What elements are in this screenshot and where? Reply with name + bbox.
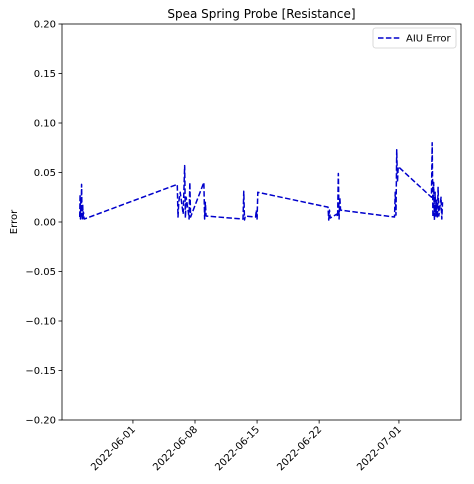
- x-tick-label: 2022-06-22: [275, 424, 324, 473]
- x-axis: 2022-06-01 2022-06-08 2022-06-15 2022-06-22…: [89, 420, 404, 473]
- y-axis-label: Error: [9, 209, 20, 234]
- y-tick-label: −0.10: [25, 317, 56, 328]
- plot-frame: [61, 23, 462, 421]
- y-tick-label: 0.15: [34, 69, 56, 80]
- y-tick-label: −0.05: [25, 267, 56, 278]
- y-axis: −0.20 −0.15 −0.10 −0.05 0.00 0.05 0.10 0.15 0.20: [25, 20, 62, 427]
- series-line-0: [78, 142, 444, 221]
- chart-title: Spea Spring Probe [Resistance]: [167, 7, 355, 21]
- legend-label: AIU Error: [406, 34, 452, 45]
- x-tick-label: 2022-06-08: [151, 424, 200, 473]
- series-layer: [78, 142, 444, 221]
- x-tick-label: 2022-07-01: [355, 424, 404, 473]
- legend-box: [372, 27, 457, 49]
- plot-area: [61, 23, 462, 421]
- y-tick-label: 0.00: [34, 218, 56, 229]
- y-tick-label: 0.20: [34, 20, 56, 31]
- y-tick-label: 0.10: [34, 119, 56, 130]
- x-tick-label: 2022-06-01: [89, 424, 138, 473]
- y-tick-label: −0.15: [25, 366, 56, 377]
- y-tick-label: 0.05: [34, 168, 56, 179]
- x-tick-label: 2022-06-15: [213, 424, 262, 473]
- y-tick-label: −0.20: [25, 416, 56, 427]
- legend: AIU Error: [372, 27, 457, 49]
